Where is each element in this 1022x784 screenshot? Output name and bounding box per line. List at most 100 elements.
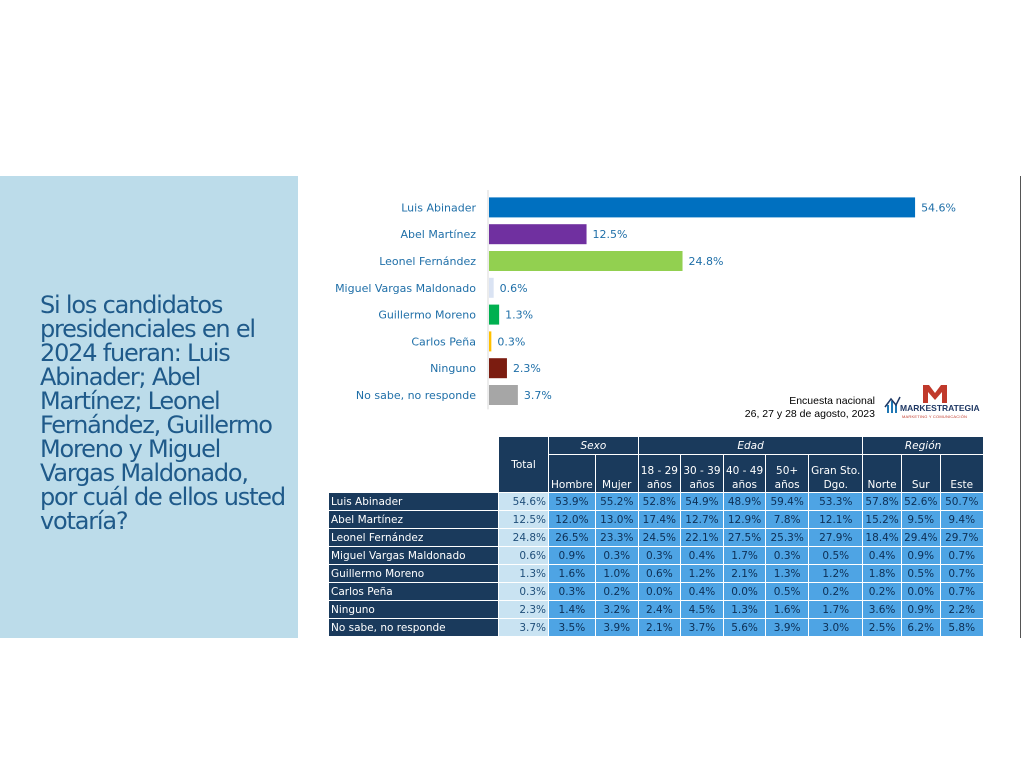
column-header: Mujer — [594, 454, 639, 493]
table-cell: 3.5% — [548, 618, 596, 637]
logo-wordmark: MARKESTRATEGIA — [900, 403, 980, 413]
survey-source-line-2: 26, 27 y 28 de agosto, 2023 — [744, 408, 875, 420]
table-row: Abel Martínez 12.5% 12.0% 13.0% 17.4% 12.7% 12… — [328, 510, 984, 529]
table-cell: 1.2% — [808, 564, 864, 583]
data-label: 3.7% — [524, 389, 552, 402]
table-cell: 53.3% — [808, 492, 864, 511]
column-header-line: Mujer — [602, 479, 632, 491]
table-cell: 2.1% — [722, 564, 767, 583]
table-cell: 15.2% — [862, 510, 902, 529]
table-cell: 1.2% — [679, 564, 724, 583]
table-cell: 1.3% — [765, 564, 810, 583]
table-cell: 26.5% — [548, 528, 596, 547]
table-cell: 2.4% — [637, 600, 681, 619]
blank-corner-2 — [328, 454, 499, 493]
table-cell: 12.7% — [679, 510, 724, 529]
table-cell: 9.5% — [900, 510, 941, 529]
table-row: Miguel Vargas Maldonado 0.6% 0.9% 0.3% 0.3% 0… — [328, 546, 984, 565]
data-label: 12.5% — [593, 228, 628, 241]
table-cell: 0.9% — [900, 600, 941, 619]
data-label: 1.3% — [505, 309, 533, 322]
table-cell: 17.4% — [637, 510, 681, 529]
column-header: Hombre — [548, 454, 596, 493]
table-cell: 1.8% — [862, 564, 902, 583]
row-label: No sabe, no responde — [328, 618, 499, 637]
table-cell: 0.2% — [862, 582, 902, 601]
table-cell: 59.4% — [765, 492, 810, 511]
vote-intention-bar-chart: Luis Abinader 54.6% Abel Martínez 12.5% Leon… — [335, 190, 956, 410]
column-header: Gran Sto. Dgo. — [808, 454, 864, 493]
blank-corner — [328, 436, 499, 455]
row-label: Carlos Peña — [328, 582, 499, 601]
table-cell: 1.7% — [808, 600, 864, 619]
survey-source: Encuesta nacional 26, 27 y 28 de agosto,… — [660, 395, 875, 421]
table-cell: 0.4% — [679, 582, 724, 601]
table-cell: 5.6% — [722, 618, 767, 637]
column-header-line: 30 - 39 — [683, 465, 721, 477]
row-label: Guillermo Moreno — [328, 564, 499, 583]
bar — [489, 304, 500, 325]
table-cell: 55.2% — [594, 492, 639, 511]
bar — [489, 385, 518, 405]
column-header: 30 - 39 años — [679, 454, 724, 493]
total-cell: 3.7% — [498, 618, 549, 637]
column-header-line: Dgo. — [823, 479, 848, 491]
table-cell: 22.1% — [679, 528, 724, 547]
category-label: Luis Abinader — [401, 201, 476, 214]
crosstab-table: Total Sexo Edad Región Hombre Mujer 18 - 2… — [328, 436, 984, 637]
group-header-region: Región — [862, 436, 984, 455]
column-header: 40 - 49 años — [722, 454, 767, 493]
total-cell: 1.3% — [498, 564, 549, 583]
row-label: Leonel Fernández — [328, 528, 499, 547]
total-cell: 2.3% — [498, 600, 549, 619]
table-cell: 2.1% — [637, 618, 681, 637]
total-cell: 24.8% — [498, 528, 549, 547]
table-cell: 2.5% — [862, 618, 902, 637]
category-label: No sabe, no responde — [356, 389, 476, 402]
total-cell: 12.5% — [498, 510, 549, 529]
table-cell: 3.6% — [862, 600, 902, 619]
data-label: 0.3% — [497, 335, 525, 348]
table-cell: 0.4% — [862, 546, 902, 565]
table-cell: 0.0% — [722, 582, 767, 601]
table-cell: 12.0% — [548, 510, 596, 529]
table-cell: 50.7% — [939, 492, 984, 511]
logo-tagline: MARKETING Y COMUNICACIÓN — [902, 414, 968, 419]
column-header-line: Este — [950, 479, 974, 491]
table-cell: 2.2% — [939, 600, 984, 619]
bar — [489, 224, 587, 245]
table-cell: 27.9% — [808, 528, 864, 547]
slide-divider — [1020, 176, 1021, 638]
column-header-line: años — [774, 479, 800, 491]
table-row: Guillermo Moreno 1.3% 1.6% 1.0% 0.6% 1.2% 2.1%… — [328, 564, 984, 583]
column-header-line: Norte — [867, 479, 897, 491]
column-header-line: años — [732, 479, 758, 491]
table-cell: 0.5% — [765, 582, 810, 601]
table-cell: 0.0% — [900, 582, 941, 601]
total-header: Total — [498, 436, 549, 493]
markestrategia-logo-icon — [884, 385, 947, 413]
column-header-line: años — [689, 479, 715, 491]
table-cell: 7.8% — [765, 510, 810, 529]
table-cell: 0.7% — [939, 582, 984, 601]
category-label: Abel Martínez — [401, 228, 477, 241]
table-cell: 3.7% — [679, 618, 724, 637]
table-cell: 1.6% — [548, 564, 596, 583]
table-cell: 24.5% — [637, 528, 681, 547]
group-header-edad: Edad — [637, 436, 864, 455]
table-row: Carlos Peña 0.3% 0.3% 0.2% 0.0% 0.4% 0.0% 0.5% 0… — [328, 582, 984, 601]
category-label: Leonel Fernández — [379, 255, 476, 268]
bar — [489, 331, 492, 352]
table-cell: 57.8% — [862, 492, 902, 511]
table-cell: 52.6% — [900, 492, 941, 511]
table-cell: 25.3% — [765, 528, 810, 547]
table-cell: 3.9% — [765, 618, 810, 637]
table-cell: 18.4% — [862, 528, 902, 547]
table-row: No sabe, no responde 3.7% 3.5% 3.9% 2.1% 3.7%… — [328, 618, 984, 637]
question-panel — [0, 176, 298, 638]
table-cell: 0.2% — [808, 582, 864, 601]
data-label: 54.6% — [921, 201, 956, 214]
table-cell: 0.6% — [637, 564, 681, 583]
table-cell: 3.9% — [594, 618, 639, 637]
column-header-line: Hombre — [551, 479, 593, 491]
